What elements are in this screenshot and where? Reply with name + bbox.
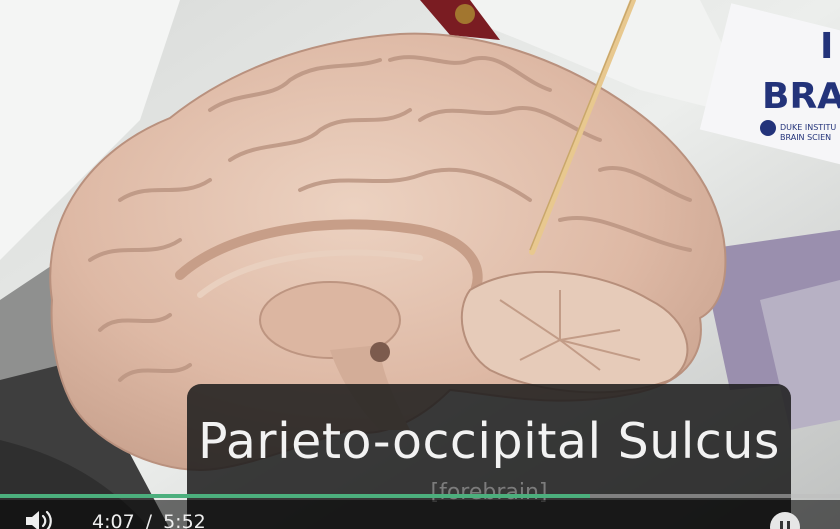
pause-button[interactable] — [770, 512, 800, 529]
sign-logo — [760, 120, 776, 136]
time-display: 4:07 / 5:52 — [92, 511, 206, 529]
duration: 5:52 — [163, 511, 206, 529]
volume-icon[interactable] — [24, 510, 58, 529]
pause-icon-bar-left — [780, 521, 783, 529]
current-time: 4:07 — [92, 511, 135, 529]
sign-text-2: BRA — [762, 76, 840, 117]
progress-fill — [0, 494, 590, 498]
sign-text-1: I — [820, 26, 833, 67]
control-bar: 4:07 / 5:52 — [0, 500, 840, 529]
progress-bar[interactable] — [0, 494, 840, 498]
sign-org-1: DUKE INSTITU — [780, 123, 836, 132]
caption-title: Parieto-occipital Sulcus — [198, 413, 780, 470]
pause-icon-bar-right — [787, 521, 790, 529]
time-separator: / — [145, 511, 153, 529]
sign-org-2: BRAIN SCIEN — [780, 133, 831, 142]
